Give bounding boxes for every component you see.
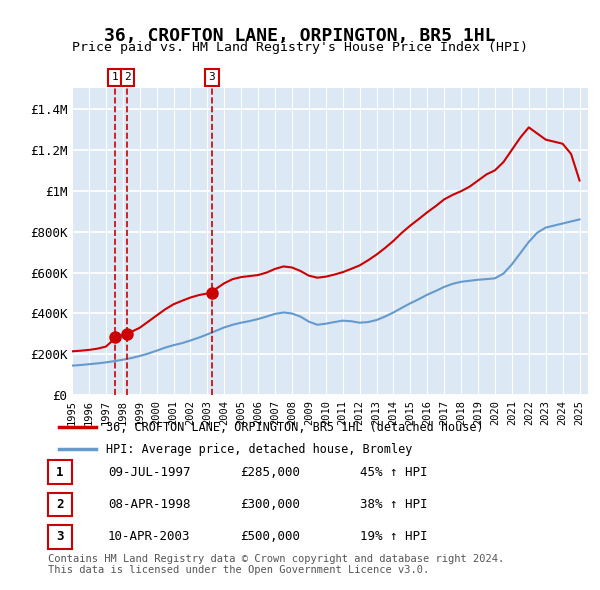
Text: 36, CROFTON LANE, ORPINGTON, BR5 1HL (detached house): 36, CROFTON LANE, ORPINGTON, BR5 1HL (de…: [106, 421, 484, 434]
Text: 08-APR-1998: 08-APR-1998: [108, 498, 191, 511]
Text: 10-APR-2003: 10-APR-2003: [108, 530, 191, 543]
Text: 09-JUL-1997: 09-JUL-1997: [108, 466, 191, 478]
Text: 45% ↑ HPI: 45% ↑ HPI: [360, 466, 427, 478]
Text: HPI: Average price, detached house, Bromley: HPI: Average price, detached house, Brom…: [106, 442, 412, 455]
Text: £285,000: £285,000: [240, 466, 300, 478]
Text: 19% ↑ HPI: 19% ↑ HPI: [360, 530, 427, 543]
Text: 38% ↑ HPI: 38% ↑ HPI: [360, 498, 427, 511]
Text: 1: 1: [112, 73, 118, 83]
Text: 3: 3: [209, 73, 215, 83]
Text: £300,000: £300,000: [240, 498, 300, 511]
Text: Contains HM Land Registry data © Crown copyright and database right 2024.
This d: Contains HM Land Registry data © Crown c…: [48, 553, 504, 575]
Text: Price paid vs. HM Land Registry's House Price Index (HPI): Price paid vs. HM Land Registry's House …: [72, 41, 528, 54]
Text: 2: 2: [56, 498, 64, 511]
Text: 36, CROFTON LANE, ORPINGTON, BR5 1HL: 36, CROFTON LANE, ORPINGTON, BR5 1HL: [104, 27, 496, 45]
Text: 3: 3: [56, 530, 64, 543]
Text: £500,000: £500,000: [240, 530, 300, 543]
Text: 2: 2: [124, 73, 131, 83]
Text: 1: 1: [56, 466, 64, 478]
